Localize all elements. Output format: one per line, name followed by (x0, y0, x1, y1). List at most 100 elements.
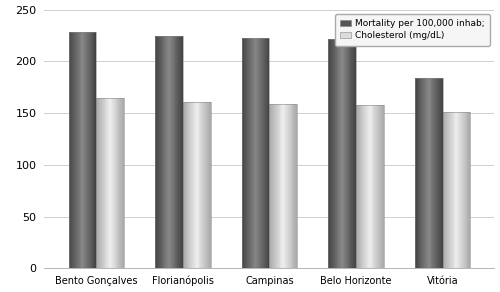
Bar (109, 98, 110, 268)
Bar (88, 32, 89, 268)
Bar (188, 102, 190, 268)
Bar (262, 37, 263, 268)
Bar (167, 36, 168, 268)
Bar (261, 37, 262, 268)
Bar (80, 32, 82, 268)
Bar (415, 78, 442, 268)
Bar (451, 112, 452, 268)
Bar (87, 32, 88, 268)
Bar (444, 112, 446, 268)
Bar (368, 105, 369, 268)
Bar (242, 37, 270, 268)
Bar (355, 39, 356, 268)
Bar (292, 104, 294, 268)
Bar (244, 37, 246, 268)
Bar (90, 32, 92, 268)
Bar (73, 32, 74, 268)
Bar (198, 102, 200, 268)
Bar (247, 37, 248, 268)
Bar (464, 112, 466, 268)
Bar (112, 98, 113, 268)
Bar (158, 36, 159, 268)
Bar (425, 78, 426, 268)
Bar (116, 98, 117, 268)
Bar (340, 39, 341, 268)
Bar (456, 112, 458, 268)
Bar (285, 104, 286, 268)
Bar (454, 112, 456, 268)
Bar (86, 32, 87, 268)
Bar (379, 105, 380, 268)
Bar (263, 37, 264, 268)
Bar (78, 32, 80, 268)
Bar (102, 98, 104, 268)
Bar (290, 104, 292, 268)
Bar (191, 102, 192, 268)
Bar (466, 112, 468, 268)
Bar (428, 78, 430, 268)
Bar (70, 32, 72, 268)
Bar (288, 104, 289, 268)
Bar (463, 112, 464, 268)
Bar (202, 102, 203, 268)
Bar (377, 105, 378, 268)
Bar (249, 37, 250, 268)
Bar (423, 78, 424, 268)
Bar (356, 105, 384, 268)
Bar (160, 36, 162, 268)
Bar (94, 32, 96, 268)
Bar (204, 102, 205, 268)
Bar (110, 98, 111, 268)
Bar (118, 98, 120, 268)
Bar (276, 104, 277, 268)
Bar (99, 98, 100, 268)
Bar (251, 37, 252, 268)
Bar (203, 102, 204, 268)
Bar (68, 32, 96, 268)
Bar (286, 104, 287, 268)
Bar (270, 104, 297, 268)
Bar (156, 36, 157, 268)
Bar (362, 105, 364, 268)
Bar (342, 39, 343, 268)
Bar (462, 112, 463, 268)
Bar (155, 36, 156, 268)
Bar (196, 102, 198, 268)
Bar (274, 104, 275, 268)
Bar (180, 36, 181, 268)
Bar (346, 39, 348, 268)
Bar (272, 104, 273, 268)
Bar (352, 39, 353, 268)
Bar (336, 39, 338, 268)
Bar (278, 104, 280, 268)
Bar (182, 36, 183, 268)
Bar (68, 32, 70, 268)
Bar (381, 105, 382, 268)
Bar (435, 78, 436, 268)
Bar (190, 102, 191, 268)
Bar (450, 112, 451, 268)
Bar (448, 112, 449, 268)
Bar (166, 36, 167, 268)
Bar (458, 112, 459, 268)
Bar (104, 98, 106, 268)
Bar (430, 78, 432, 268)
Bar (157, 36, 158, 268)
Bar (350, 39, 352, 268)
Bar (380, 105, 381, 268)
Bar (345, 39, 346, 268)
Bar (460, 112, 461, 268)
Bar (170, 36, 171, 268)
Bar (418, 78, 420, 268)
Bar (106, 98, 108, 268)
Bar (77, 32, 78, 268)
Bar (179, 36, 180, 268)
Bar (328, 39, 356, 268)
Bar (123, 98, 124, 268)
Bar (184, 102, 186, 268)
Bar (422, 78, 423, 268)
Bar (248, 37, 249, 268)
Bar (97, 98, 98, 268)
Bar (438, 78, 439, 268)
Bar (329, 39, 330, 268)
